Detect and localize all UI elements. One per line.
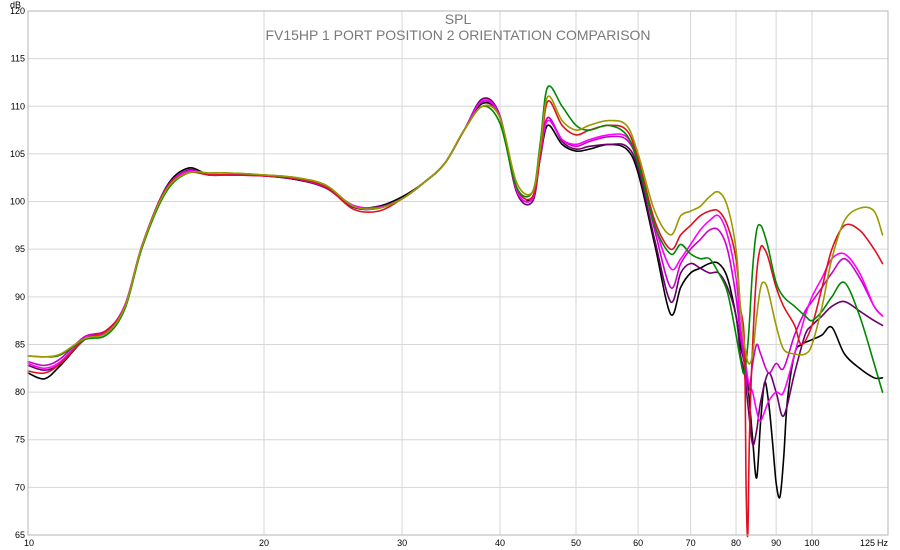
x-tick-label: 100 bbox=[805, 538, 820, 548]
y-tick-label: 110 bbox=[11, 101, 25, 111]
y-tick-label: 75 bbox=[15, 435, 25, 445]
series-line-2 bbox=[27, 97, 884, 446]
x-tick-label: 10 bbox=[24, 538, 34, 548]
y-tick-label: 115 bbox=[11, 54, 25, 64]
x-tick-label: 30 bbox=[397, 538, 407, 548]
x-tick-label: 125 bbox=[860, 538, 875, 548]
y-tick-label: 105 bbox=[10, 149, 25, 159]
y-axis-ticks: 65 70 75 80 85 90 95 100 105 110 115 120 bbox=[10, 6, 25, 540]
x-tick-label: 40 bbox=[495, 538, 505, 548]
series-layer bbox=[27, 85, 884, 538]
x-axis-unit: Hz bbox=[877, 538, 888, 548]
series-line-5 bbox=[27, 100, 884, 538]
x-tick-label: 70 bbox=[686, 538, 696, 548]
x-tick-label: 80 bbox=[731, 538, 741, 548]
plot-frame bbox=[27, 10, 889, 536]
y-axis-unit: dB bbox=[10, 0, 21, 10]
x-tick-label: 50 bbox=[571, 538, 581, 548]
y-tick-label: 120 bbox=[10, 6, 25, 16]
x-tick-label: 60 bbox=[633, 538, 643, 548]
y-tick-label: 85 bbox=[15, 339, 25, 349]
y-tick-label: 70 bbox=[15, 482, 25, 492]
x-tick-label: 20 bbox=[259, 538, 269, 548]
y-tick-label: 80 bbox=[15, 387, 25, 397]
x-axis-ticks: 10 20 30 40 50 60 70 80 90 100 125 bbox=[24, 538, 875, 548]
y-tick-label: 100 bbox=[10, 197, 25, 207]
grid bbox=[28, 11, 888, 535]
y-tick-label: 95 bbox=[15, 244, 25, 254]
chart-subtitle: FV15HP 1 PORT POSITION 2 ORIENTATION COM… bbox=[265, 27, 650, 43]
y-tick-label: 65 bbox=[15, 530, 25, 540]
chart-title: SPL bbox=[445, 11, 472, 27]
series-line-7 bbox=[27, 95, 884, 365]
series-line-4 bbox=[27, 99, 884, 422]
y-tick-label: 90 bbox=[15, 292, 25, 302]
x-tick-label: 90 bbox=[771, 538, 781, 548]
